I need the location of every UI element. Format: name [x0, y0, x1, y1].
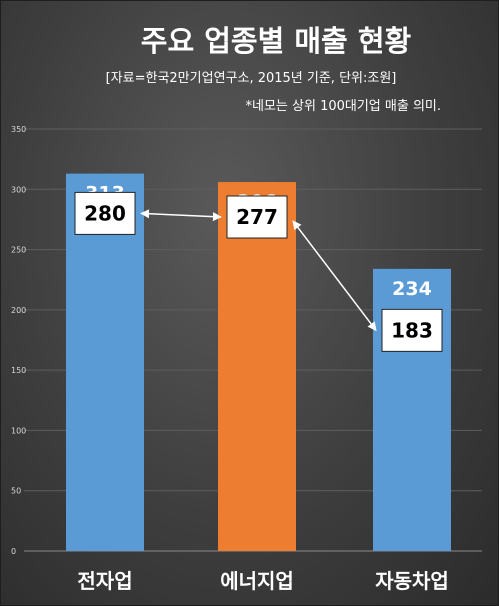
arrow-layer	[140, 209, 377, 332]
chart-title: 주요 업종별 매출 현황	[141, 24, 412, 58]
bar-layer: 313280전자업306277에너지업234183자동차업	[66, 173, 451, 593]
category-label: 전자업	[77, 569, 132, 593]
y-tick-label: 250	[11, 246, 26, 255]
y-tick-label: 0	[11, 547, 16, 556]
y-tick-label: 200	[11, 306, 26, 315]
comparison-arrow	[140, 209, 222, 222]
y-tick-label: 50	[11, 487, 21, 496]
bar	[66, 173, 144, 551]
chart-note: *네모는 상위 100대기업 매출 의미.	[246, 99, 442, 114]
top100-box	[74, 191, 136, 235]
top100-value-label: 280	[84, 201, 126, 225]
bar	[218, 182, 296, 551]
top100-box	[381, 308, 443, 352]
bar-value-label: 234	[392, 278, 432, 300]
top100-box	[226, 195, 288, 239]
top100-value-label: 277	[236, 205, 278, 229]
y-tick-label: 150	[11, 366, 26, 375]
category-label: 에너지업	[220, 569, 294, 593]
y-tick-label: 300	[11, 185, 26, 194]
chart-subtitle: [자료=한국2만기업연구소, 2015년 기준, 단위:조원]	[106, 71, 397, 86]
comparison-arrow	[292, 220, 377, 332]
y-tick-label: 350	[11, 125, 26, 134]
category-label: 자동차업	[375, 569, 449, 593]
y-tick-label: 100	[11, 426, 26, 435]
top100-value-label: 183	[391, 318, 433, 342]
